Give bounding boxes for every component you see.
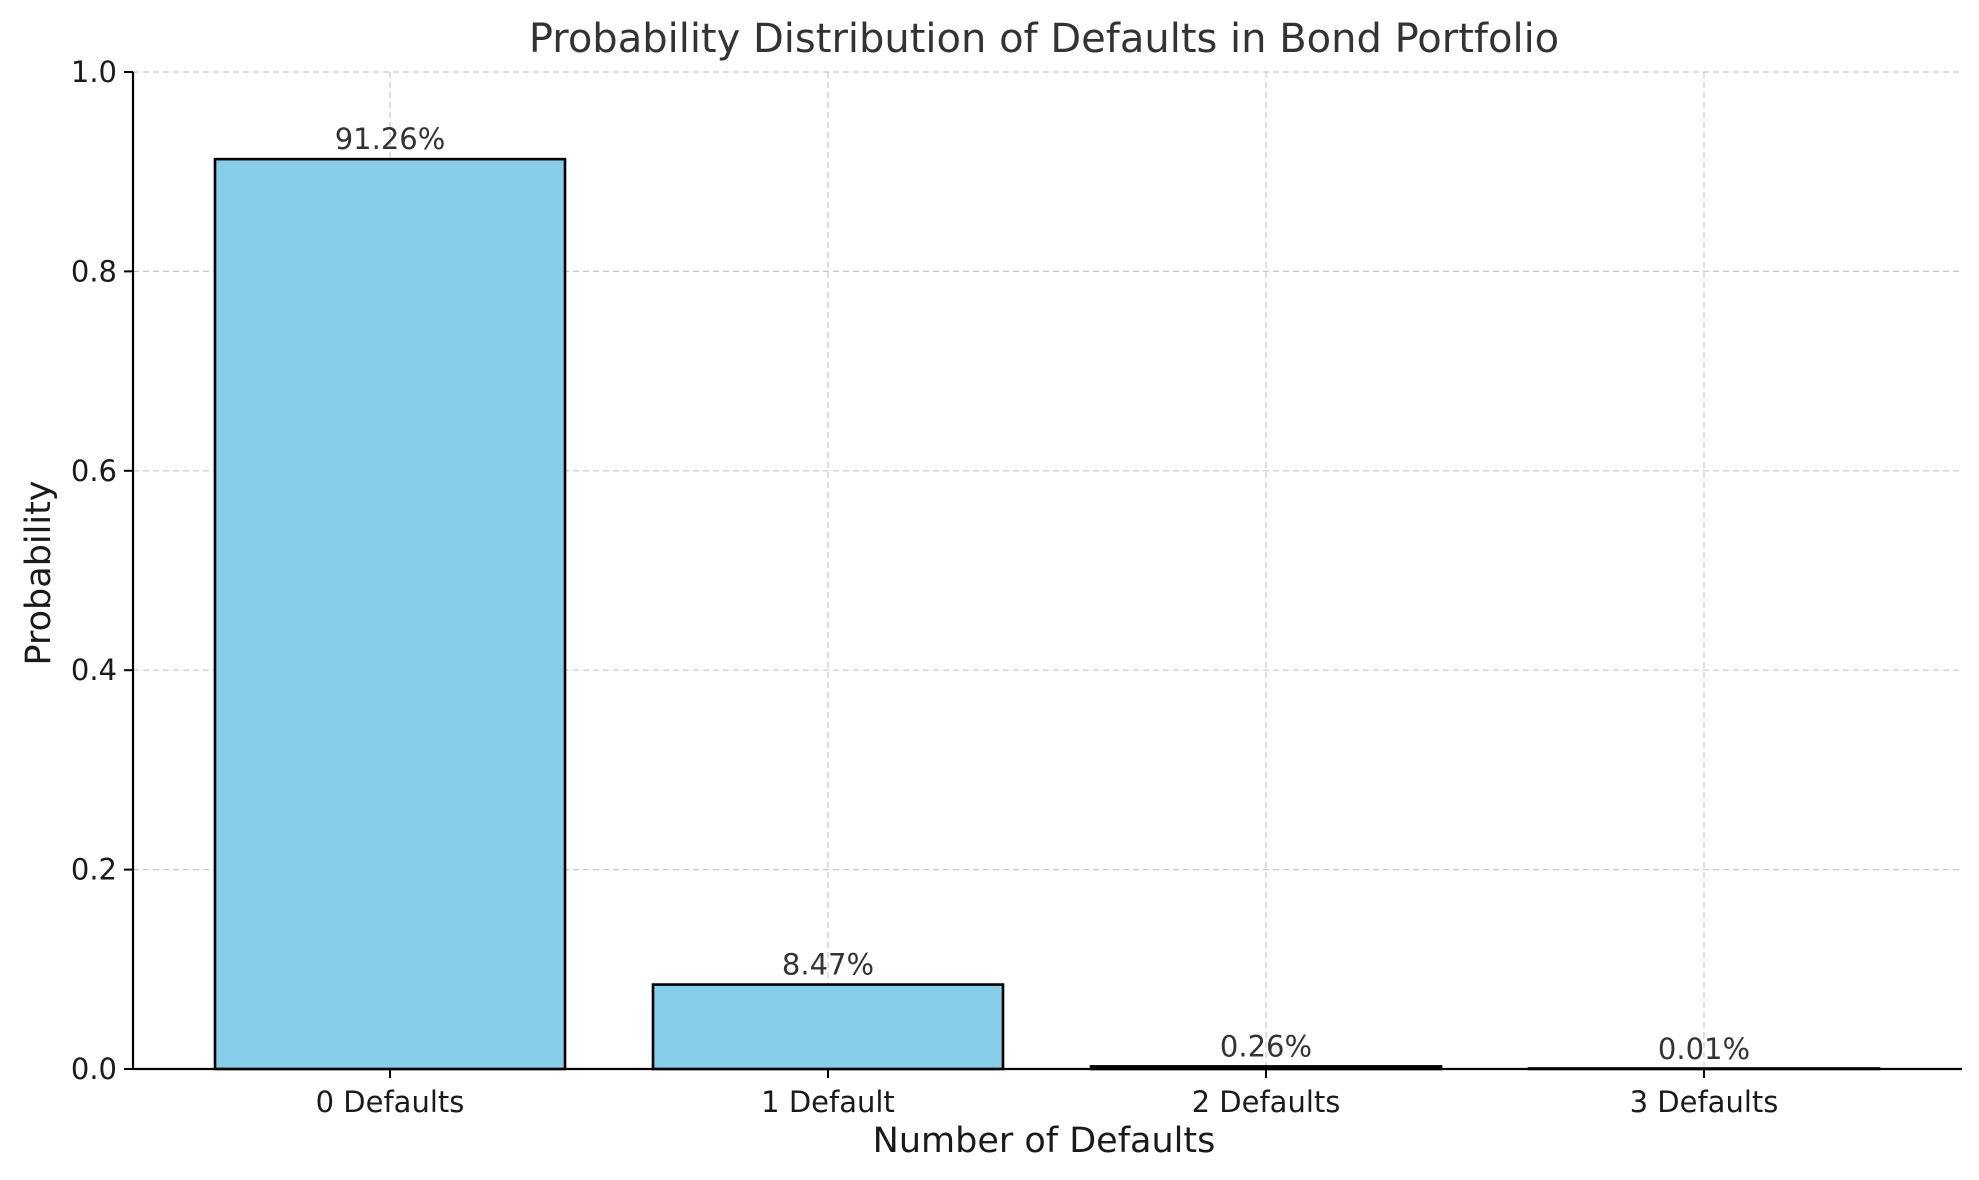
data-label-0: 91.26% (335, 122, 446, 156)
bar-1 (651, 983, 1005, 1071)
x-tick-label-2: 2 Defaults (1192, 1085, 1341, 1119)
y-tick-label: 0.8 (71, 254, 117, 288)
data-label-1: 8.47% (782, 948, 874, 982)
chart-title: Probability Distribution of Defaults in … (529, 16, 1559, 62)
label-layer: 0.0 0.2 0.4 0.6 0.8 1.0 91.26% 0 Defaults 8.47% 1… (71, 55, 1779, 1119)
y-tick-label: 0.4 (71, 653, 117, 687)
x-axis-title: Number of Defaults (873, 1121, 1216, 1161)
y-tick-label: 0.2 (71, 853, 117, 887)
x-tick-label-0: 0 Defaults (316, 1085, 465, 1119)
bar-layer (213, 157, 1881, 1071)
data-label-3: 0.01% (1658, 1032, 1750, 1066)
data-label-2: 0.26% (1220, 1029, 1312, 1063)
bar-0 (213, 157, 567, 1071)
y-tick-label: 0.6 (71, 454, 117, 488)
x-tick-label-3: 3 Defaults (1630, 1085, 1779, 1119)
y-axis-title: Probability (19, 480, 59, 665)
x-tick-label-1: 1 Default (761, 1085, 895, 1119)
y-tick-label: 1.0 (71, 55, 117, 89)
y-tick-label: 0.0 (71, 1052, 117, 1086)
axis-layer (124, 71, 1962, 1078)
